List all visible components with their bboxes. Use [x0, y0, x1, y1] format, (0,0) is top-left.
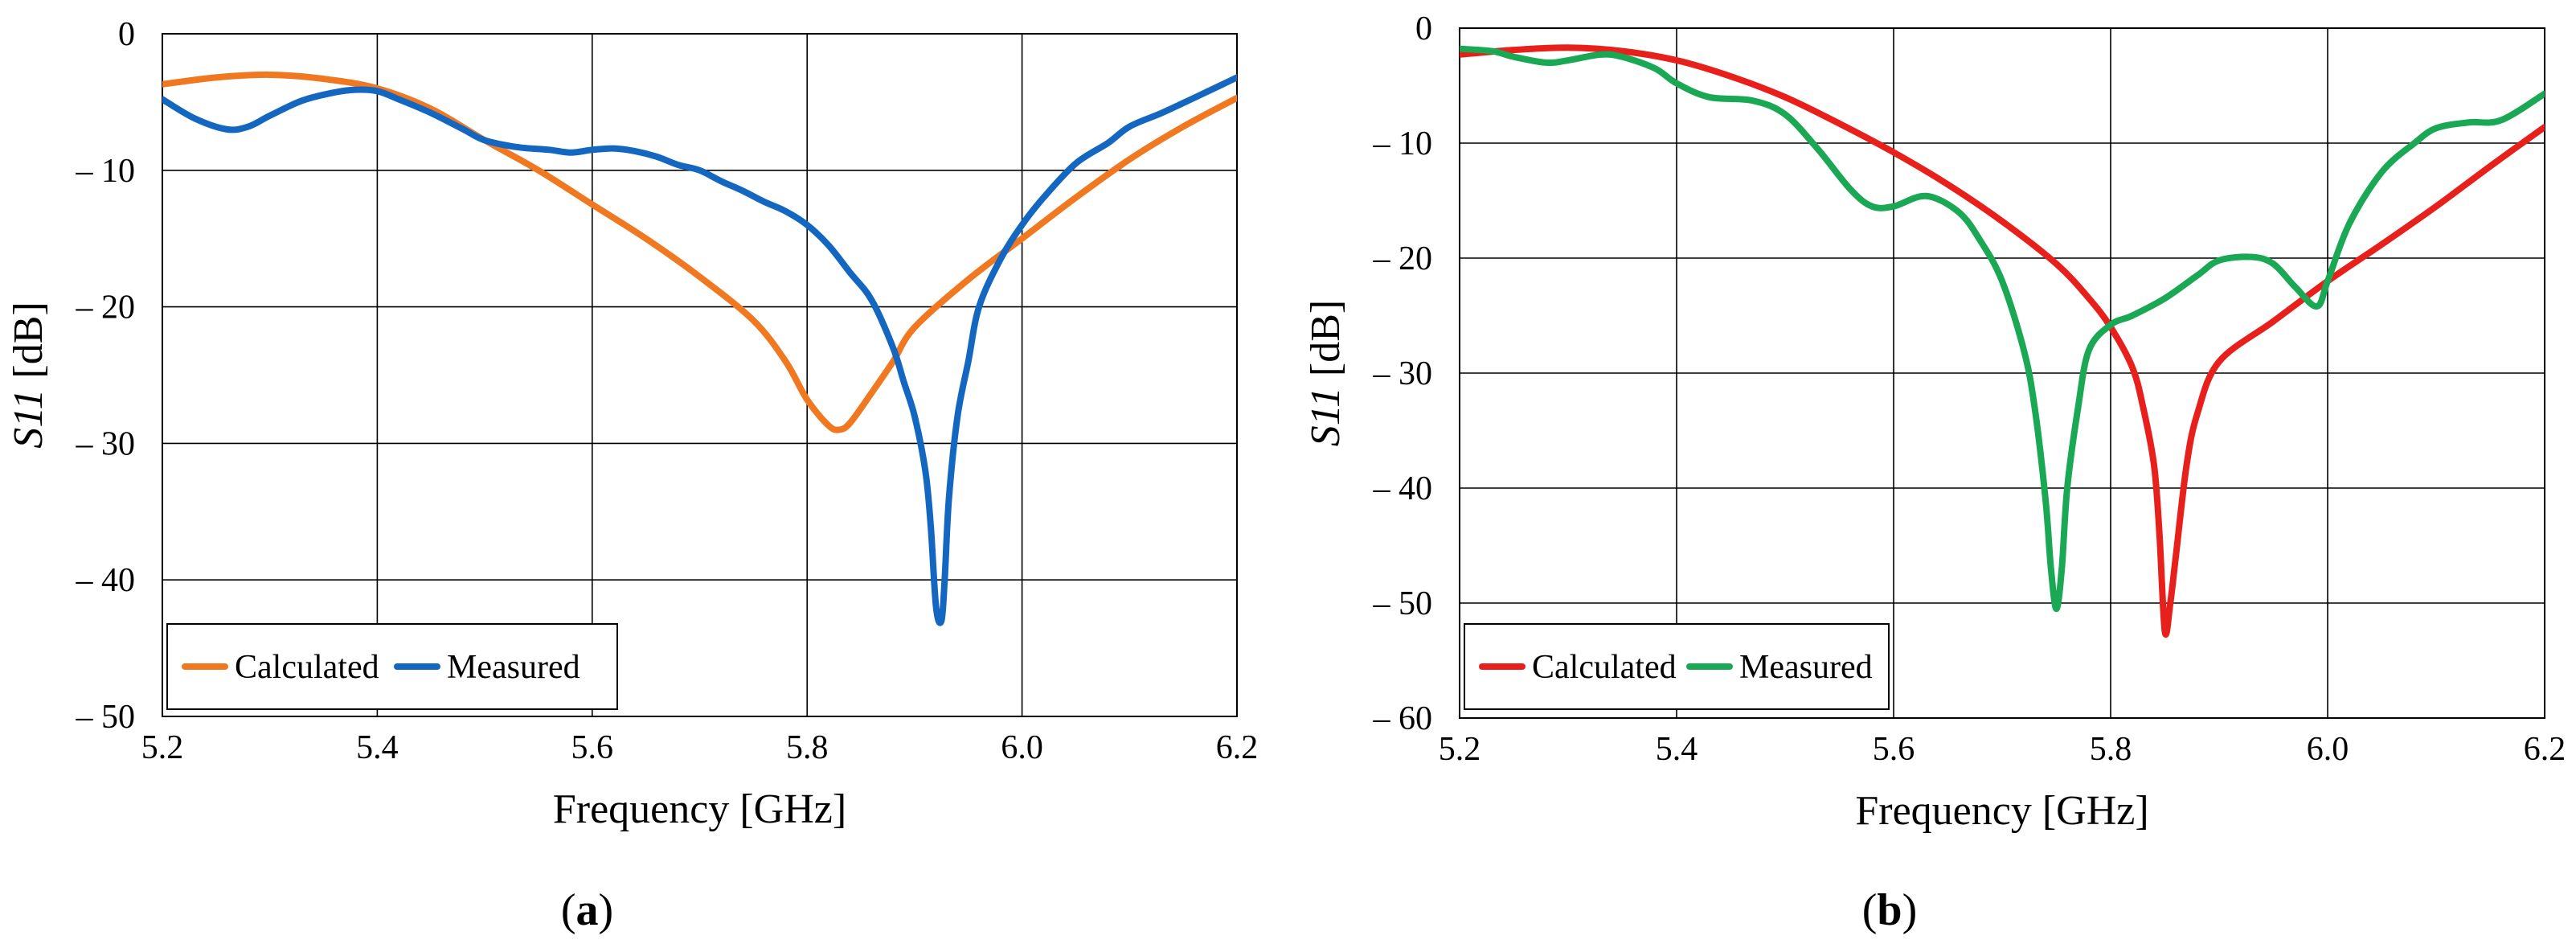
legend-box	[1464, 623, 1890, 710]
y-tick-label: – 30	[1373, 355, 1433, 392]
x-axis-label: Frequency [GHz]	[1855, 788, 2148, 834]
legend-label-calculated: Calculated	[235, 649, 379, 686]
y-axis-label-unit: [dB]	[6, 302, 51, 388]
x-tick-label: 6.2	[1216, 729, 1259, 766]
y-tick-label: – 60	[1373, 700, 1433, 737]
panel-label: (a)	[561, 885, 613, 935]
y-tick-label: – 10	[76, 153, 136, 190]
chart-panel-b: 5.2 5.4 5.6 5.8 6.0 6.2 0 – 10 – 20 – 30 – 40 – 50 –…	[1303, 10, 2566, 935]
legend: Calculated Measured	[166, 623, 618, 710]
series-line-calculated	[1460, 44, 2545, 638]
panel-letter: b	[1877, 885, 1902, 935]
y-axis-label-symbol: S11	[6, 389, 51, 449]
legend-label-measured: Measured	[1739, 649, 1873, 686]
x-tick-label: 6.2	[2524, 731, 2566, 768]
series-line-measured	[1460, 45, 2545, 613]
x-tick-label: 5.2	[1439, 731, 1481, 768]
x-tick-label: 5.8	[2090, 731, 2132, 768]
plot-frame	[162, 33, 1238, 717]
panel-letter: a	[576, 885, 599, 935]
plot-frame	[1459, 27, 2545, 719]
x-tick-label: 5.6	[1873, 731, 1915, 768]
series-line-measured	[162, 74, 1237, 626]
y-axis-label-symbol: S11	[1303, 387, 1349, 446]
x-tick-label: 6.0	[2307, 731, 2349, 768]
chart-panel-a: 5.2 5.4 5.6 5.8 6.0 6.2 0 – 10 – 20 – 30 – 40 – 50 F…	[6, 16, 1258, 935]
y-tick-label: – 20	[1373, 240, 1433, 277]
x-tick-label: 5.2	[141, 729, 184, 766]
legend-label-calculated: Calculated	[1532, 649, 1677, 686]
x-tick-label: 5.6	[571, 729, 614, 766]
y-tick-label: – 50	[76, 699, 136, 736]
y-tick-label: 0	[1415, 10, 1432, 47]
x-tick-label: 6.0	[1001, 729, 1043, 766]
y-tick-label: – 30	[76, 425, 136, 462]
panel-label: (b)	[1862, 885, 1917, 935]
y-axis-label: S11 [dB]	[6, 302, 51, 448]
y-tick-label: – 40	[1373, 470, 1433, 507]
y-tick-label: – 10	[1373, 125, 1433, 162]
x-axis-label: Frequency [GHz]	[553, 786, 846, 832]
y-tick-label: – 20	[76, 289, 136, 326]
legend-label-measured: Measured	[447, 649, 580, 686]
y-tick-label: 0	[118, 16, 135, 53]
x-tick-label: 5.4	[356, 729, 399, 766]
legend: Calculated Measured	[1464, 623, 1890, 710]
x-tick-label: 5.4	[1656, 731, 1698, 768]
x-tick-label: 5.8	[786, 729, 829, 766]
y-tick-label: – 40	[76, 562, 136, 599]
plot-area	[162, 34, 1237, 716]
y-tick-label: – 50	[1373, 585, 1433, 622]
y-axis-label: S11 [dB]	[1303, 300, 1349, 446]
y-axis-label-unit: [dB]	[1303, 300, 1349, 387]
legend-box	[166, 623, 618, 710]
